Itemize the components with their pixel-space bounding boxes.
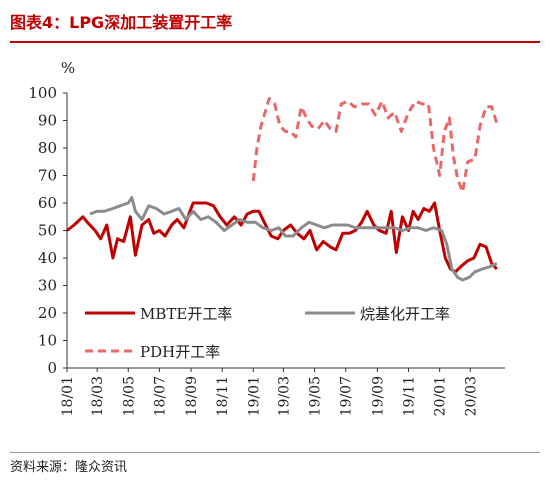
series-line-1 xyxy=(89,196,498,282)
y-tick-label: 100 xyxy=(28,84,57,102)
x-tick-label: 20/01 xyxy=(433,376,449,416)
legend-label-2: PDH开工率 xyxy=(140,343,220,361)
series-line-2 xyxy=(251,97,499,194)
y-tick-label: 30 xyxy=(38,277,57,295)
x-tick-label: 18/03 xyxy=(90,376,106,416)
legend-label-1: 烷基化开工率 xyxy=(360,305,450,323)
y-tick-label: 70 xyxy=(38,167,57,185)
source-rule xyxy=(10,452,540,453)
x-tick-label: 19/03 xyxy=(276,376,292,416)
x-tick-label: 18/07 xyxy=(152,376,168,416)
legend-label-0: MBTE开工率 xyxy=(140,305,232,323)
x-tick-label: 20/03 xyxy=(463,376,479,416)
x-tick-label: 19/07 xyxy=(339,376,355,416)
y-tick-label: 40 xyxy=(38,249,57,267)
y-tick-label: 20 xyxy=(38,304,57,322)
y-tick-label: 80 xyxy=(38,139,57,157)
title-rule xyxy=(10,41,540,43)
series-line-0 xyxy=(66,201,498,274)
figure-title: 图表4：LPG深加工装置开工率 xyxy=(10,13,233,32)
x-tick-label: 19/11 xyxy=(402,376,418,416)
y-axis-unit: % xyxy=(61,59,75,77)
x-tick-label: 18/05 xyxy=(121,376,137,416)
y-tick-label: 50 xyxy=(38,222,57,240)
y-tick-label: 10 xyxy=(38,332,57,350)
x-tick-label: 19/09 xyxy=(370,376,386,416)
y-tick-label: 90 xyxy=(38,112,57,130)
x-tick-label: 18/09 xyxy=(184,376,200,416)
x-tick-label: 19/05 xyxy=(308,376,324,416)
x-tick-label: 18/01 xyxy=(60,376,76,416)
x-tick-label: 18/11 xyxy=(215,376,231,416)
source-note: 资料来源：隆众资讯 xyxy=(10,460,128,475)
x-tick-label: 19/01 xyxy=(246,376,262,416)
y-tick-label: 60 xyxy=(38,194,57,212)
y-tick-label: 0 xyxy=(47,359,57,377)
